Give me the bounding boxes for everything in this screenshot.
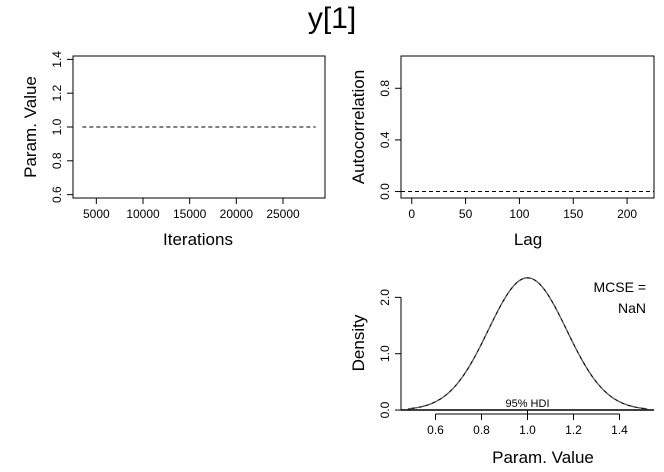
acf-x-tick-label: 0 [408,207,415,221]
figure-title: y[1] [307,2,357,35]
acf-y-tick-label: 0.8 [378,80,392,97]
density-y-axis-label: Density [349,314,368,371]
autocorrelation-plot-frame [400,55,655,199]
trace-x-tick-label: 10000 [126,207,160,221]
density-y-tick-label: 2.0 [378,289,392,306]
trace-panel: Iterations Param. Value 5000 10000 15000 20… [21,51,326,249]
trace-x-tick-label: 25000 [266,207,300,221]
acf-x-tick-label: 150 [563,207,583,221]
density-x-tick-label: 1.0 [519,423,536,437]
trace-x-tick-label: 15000 [173,207,207,221]
trace-y-tick-label: 1.2 [50,85,64,102]
density-curve [407,277,648,410]
trace-x-axis-label: Iterations [163,230,233,249]
trace-y-tick-label: 0.8 [50,152,64,169]
density-x-tick-label: 0.8 [473,423,490,437]
trace-x-tick-label: 20000 [220,207,254,221]
density-x-tick-label: 1.2 [565,423,582,437]
acf-x-tick-label: 200 [617,207,637,221]
autocorrelation-y-axis-label: Autocorrelation [349,70,368,184]
acf-y-tick-label: 0.4 [378,131,392,148]
acf-x-tick-label: 100 [509,207,529,221]
density-x-axis-label: Param. Value [492,448,594,467]
mcse-value: NaN [618,300,646,316]
acf-x-tick-label: 50 [459,207,473,221]
density-y-tick-label: 1.0 [378,345,392,362]
trace-x-tick-label: 5000 [83,207,110,221]
density-panel: Param. Value Density MCSE = NaN 0.6 0.8 1.… [349,277,654,467]
density-x-tick-label: 0.6 [427,423,444,437]
autocorrelation-panel: Lag Autocorrelation 0 50 100 150 200 0.0 0.4 0.… [349,55,655,249]
density-curve-overlay [407,277,648,410]
density-x-tick-label: 1.4 [611,423,628,437]
trace-y-tick-label: 1.0 [50,118,64,135]
hdi-label: 95% HDI [505,398,549,410]
autocorrelation-x-axis-label: Lag [514,230,542,249]
trace-y-tick-label: 1.4 [50,51,64,68]
trace-y-axis-label: Param. Value [21,76,40,178]
acf-y-tick-label: 0.0 [378,183,392,200]
mcse-label: MCSE = [593,279,646,295]
density-y-tick-label: 0.0 [378,401,392,418]
trace-y-tick-label: 0.6 [50,186,64,203]
